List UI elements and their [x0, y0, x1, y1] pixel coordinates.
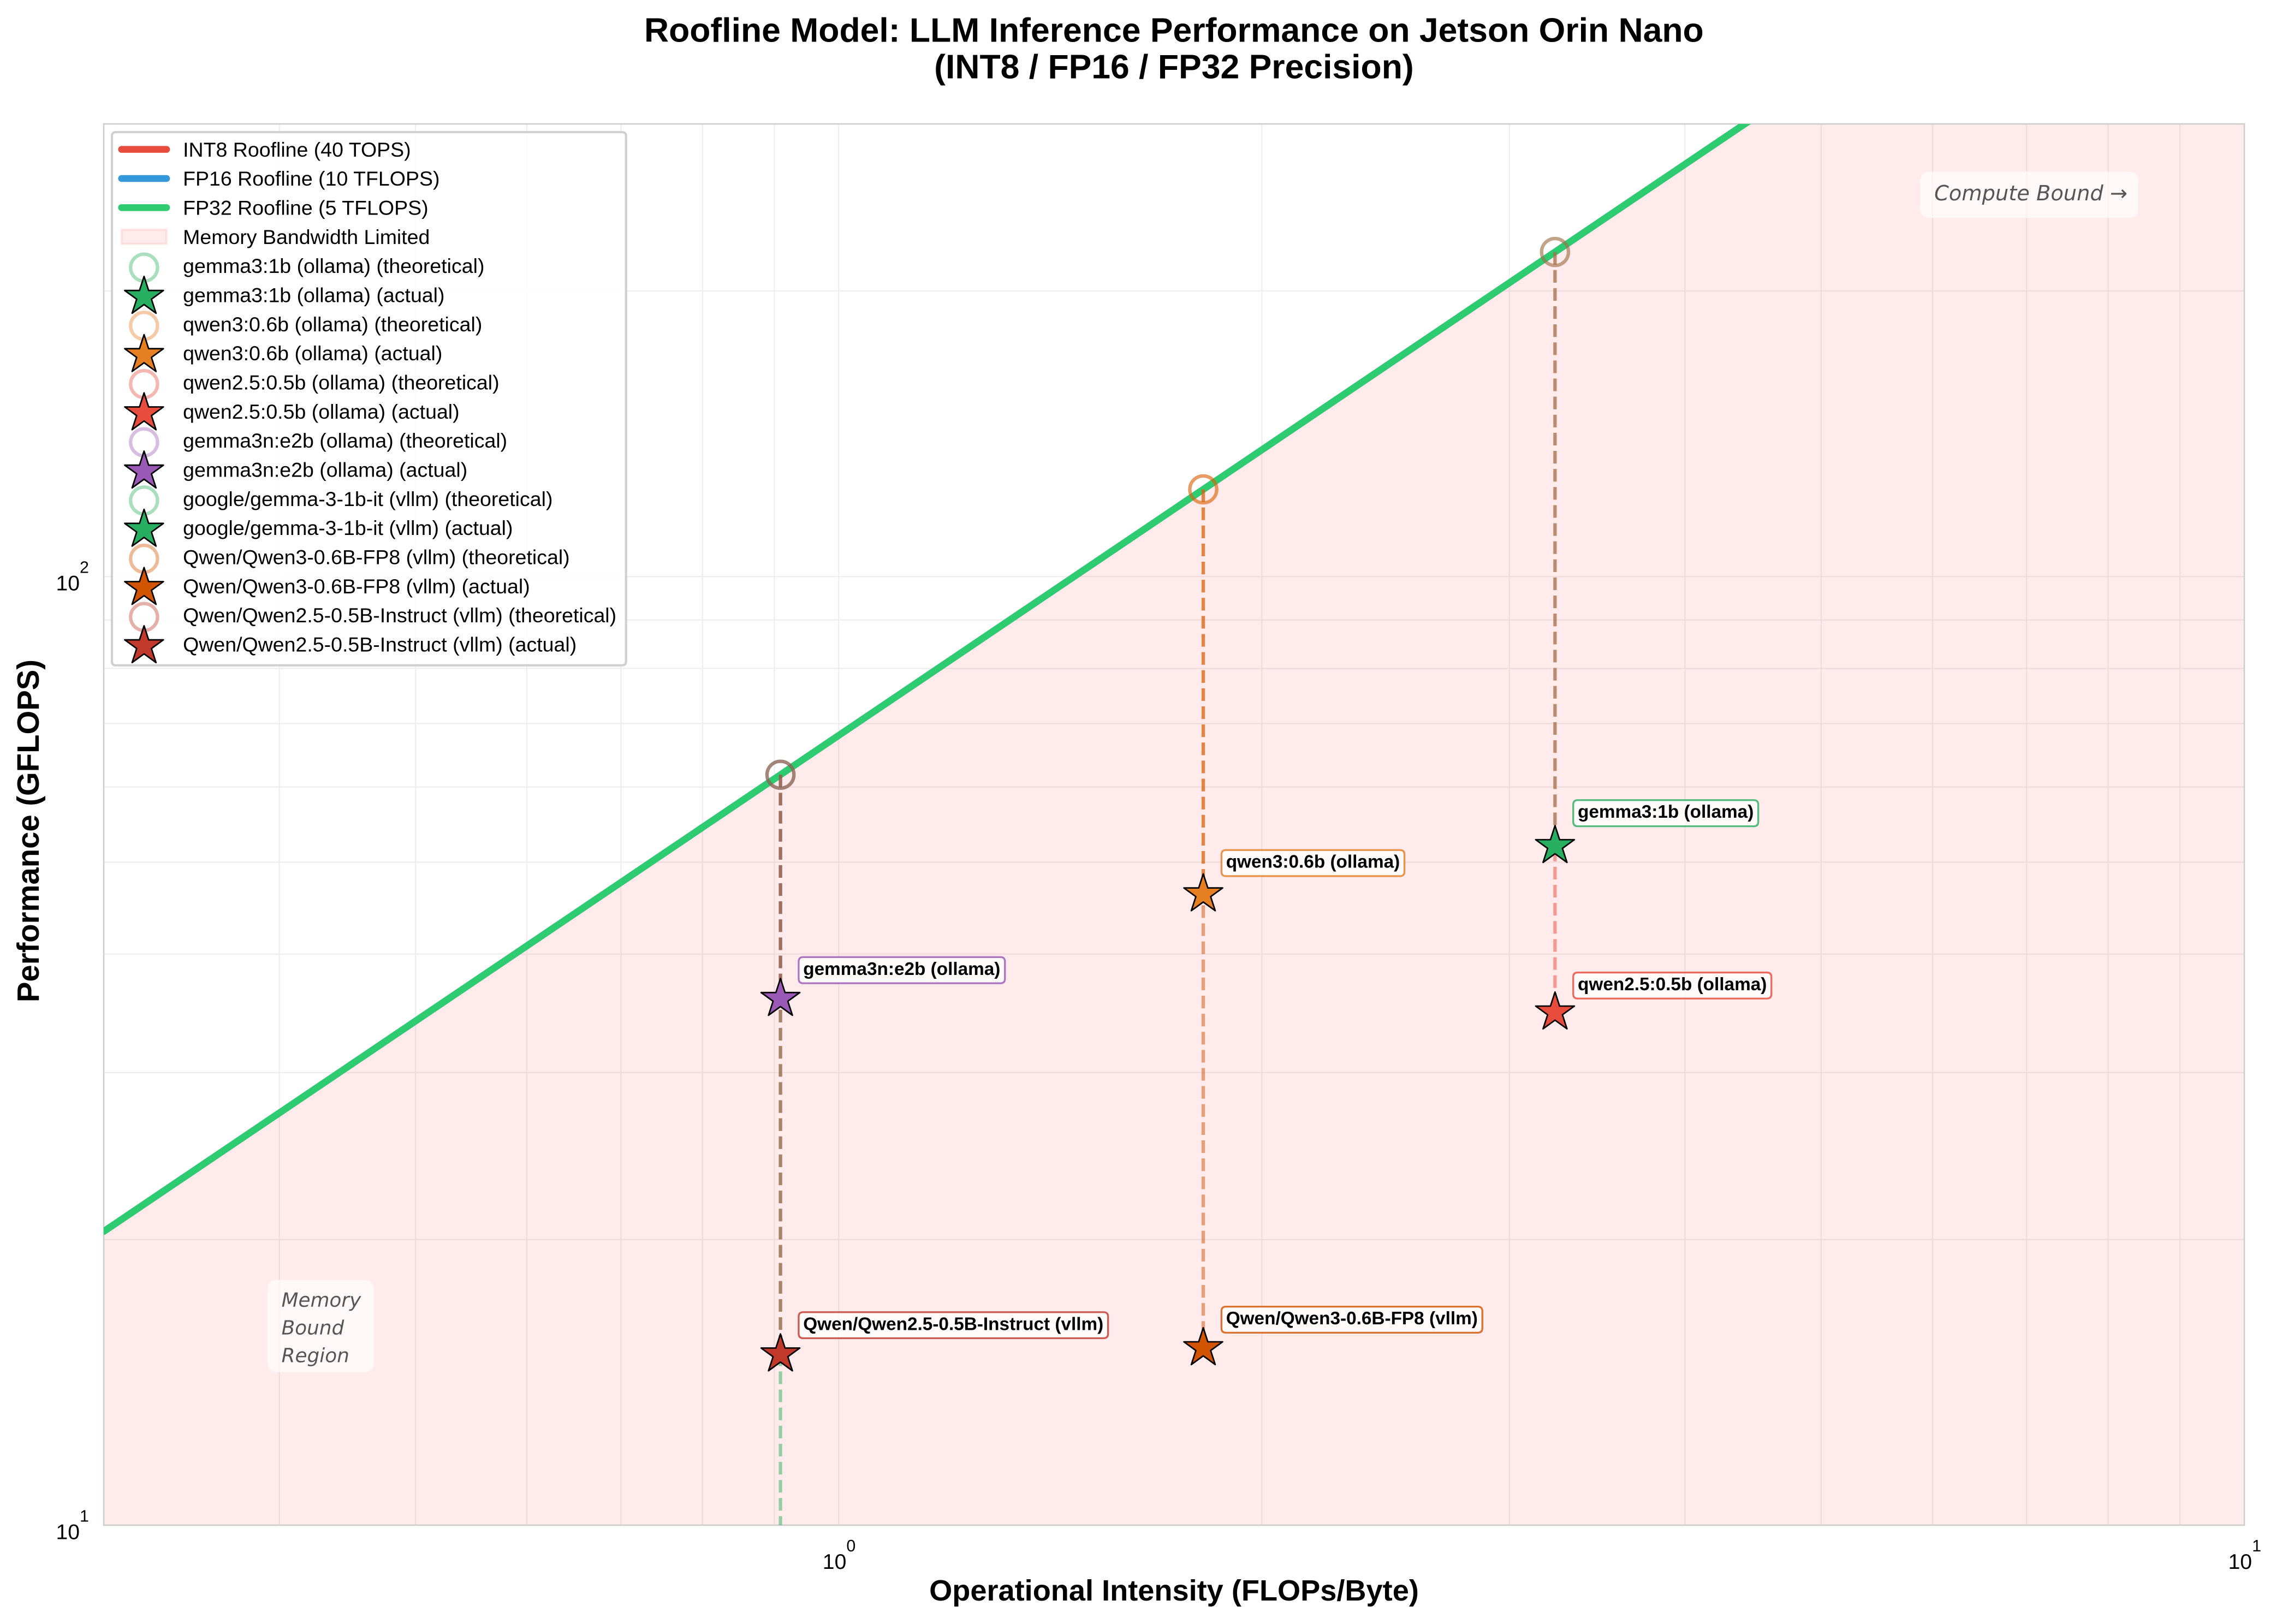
svg-text:Qwen/Qwen3-0.6B-FP8 (vllm) (th: Qwen/Qwen3-0.6B-FP8 (vllm) (theoretical): [183, 545, 570, 568]
svg-text:gemma3n:e2b (ollama): gemma3n:e2b (ollama): [803, 959, 1000, 979]
svg-text:qwen3:0.6b (ollama) (theoretic: qwen3:0.6b (ollama) (theoretical): [183, 313, 482, 336]
svg-text:Qwen/Qwen2.5-0.5B-Instruct (vl: Qwen/Qwen2.5-0.5B-Instruct (vllm) (actua…: [183, 633, 577, 656]
svg-text:gemma3n:e2b (ollama) (actual): gemma3n:e2b (ollama) (actual): [183, 458, 467, 481]
svg-text:qwen2.5:0.5b (ollama) (actual): qwen2.5:0.5b (ollama) (actual): [183, 400, 460, 423]
svg-text:10: 10: [56, 1520, 80, 1544]
svg-text:qwen3:0.6b (ollama) (actual): qwen3:0.6b (ollama) (actual): [183, 342, 442, 365]
svg-text:gemma3:1b (ollama): gemma3:1b (ollama): [1578, 802, 1754, 822]
svg-text:gemma3:1b (ollama) (theoretica: gemma3:1b (ollama) (theoretical): [183, 254, 484, 277]
svg-text:Qwen/Qwen3-0.6B-FP8 (vllm) (ac: Qwen/Qwen3-0.6B-FP8 (vllm) (actual): [183, 575, 530, 598]
svg-text:Performance (GFLOPS): Performance (GFLOPS): [11, 659, 45, 1002]
svg-text:2: 2: [80, 558, 89, 577]
svg-text:10: 10: [2229, 1550, 2253, 1574]
svg-text:Memory Bandwidth Limited: Memory Bandwidth Limited: [183, 225, 430, 248]
svg-text:gemma3n:e2b (ollama) (theoreti: gemma3n:e2b (ollama) (theoretical): [183, 429, 507, 452]
svg-text:10: 10: [56, 572, 80, 596]
svg-text:google/gemma-3-1b-it (vllm) (t: google/gemma-3-1b-it (vllm) (theoretical…: [183, 487, 552, 510]
svg-text:0: 0: [846, 1537, 855, 1555]
svg-text:INT8 Roofline (40 TOPS): INT8 Roofline (40 TOPS): [183, 138, 411, 161]
svg-text:qwen2.5:0.5b (ollama): qwen2.5:0.5b (ollama): [1578, 974, 1767, 995]
svg-text:FP16 Roofline (10 TFLOPS): FP16 Roofline (10 TFLOPS): [183, 167, 439, 190]
svg-text:qwen3:0.6b (ollama): qwen3:0.6b (ollama): [1226, 852, 1400, 872]
svg-text:FP32 Roofline (5 TFLOPS): FP32 Roofline (5 TFLOPS): [183, 196, 429, 219]
svg-text:Qwen/Qwen2.5-0.5B-Instruct (vl: Qwen/Qwen2.5-0.5B-Instruct (vllm): [803, 1314, 1103, 1334]
svg-text:(INT8 / FP16 / FP32 Precision): (INT8 / FP16 / FP32 Precision): [934, 48, 1414, 86]
svg-text:qwen2.5:0.5b (ollama) (theoret: qwen2.5:0.5b (ollama) (theoretical): [183, 371, 499, 394]
svg-text:gemma3:1b (ollama) (actual): gemma3:1b (ollama) (actual): [183, 283, 444, 306]
svg-text:10: 10: [823, 1550, 847, 1574]
svg-text:google/gemma-3-1b-it (vllm) (a: google/gemma-3-1b-it (vllm) (actual): [183, 516, 513, 539]
svg-text:Qwen/Qwen3-0.6B-FP8 (vllm): Qwen/Qwen3-0.6B-FP8 (vllm): [1226, 1308, 1478, 1329]
svg-text:Roofline Model: LLM Inference: Roofline Model: LLM Inference Performanc…: [644, 11, 1704, 49]
svg-text:Operational Intensity (FLOPs/B: Operational Intensity (FLOPs/Byte): [929, 1574, 1419, 1607]
svg-text:Qwen/Qwen2.5-0.5B-Instruct (vl: Qwen/Qwen2.5-0.5B-Instruct (vllm) (theor…: [183, 604, 616, 627]
svg-text:1: 1: [2252, 1537, 2261, 1555]
svg-text:1: 1: [80, 1507, 89, 1526]
